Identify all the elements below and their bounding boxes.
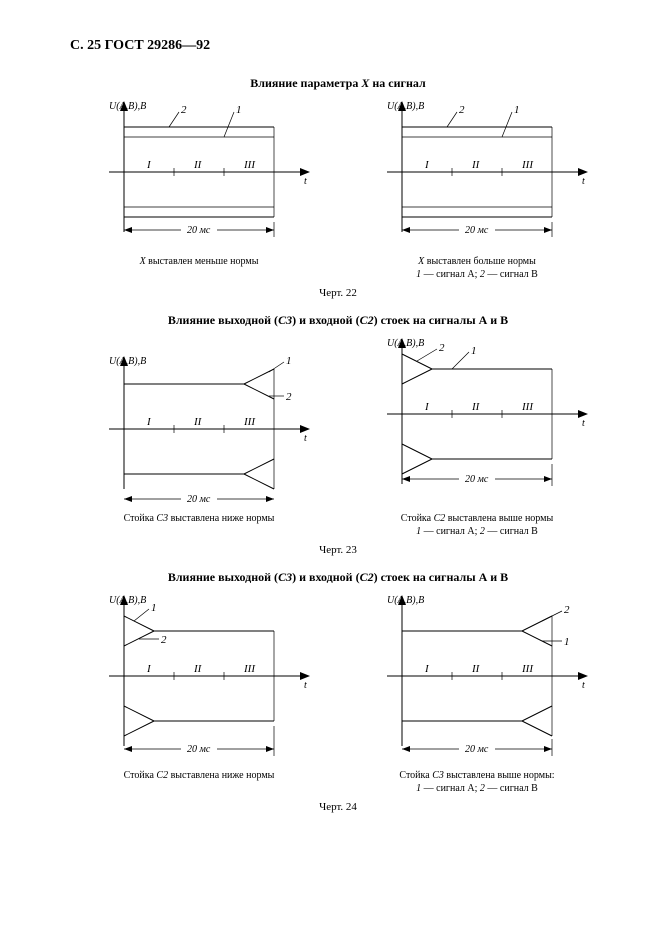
fig24-right-caption: Стойка C3 выставлена выше нормы:1 — сигн… xyxy=(348,770,606,795)
section3-row: U(A,B),В t 1 2 xyxy=(70,591,606,795)
fig22-left-svg: U(A,B),В t 2 1 I xyxy=(79,97,319,252)
marker-2: 2 xyxy=(181,104,187,116)
fig24-left: U(A,B),В t 1 2 xyxy=(70,591,328,795)
region-2: II xyxy=(471,159,481,171)
marker-1: 1 xyxy=(514,104,520,116)
time-label: 20 мс xyxy=(465,225,489,236)
time-label: 20 мс xyxy=(187,225,211,236)
marker-1: 1 xyxy=(236,104,242,116)
fig22-number: Черт. 22 xyxy=(70,287,606,299)
region-3: III xyxy=(521,159,534,171)
fig23-number: Черт. 23 xyxy=(70,544,606,556)
marker-1: 1 xyxy=(471,345,477,357)
region-3: III xyxy=(243,416,256,428)
fig23-left-caption: Стойка C3 выставлена ниже нормы xyxy=(70,513,328,526)
fig24-left-svg: U(A,B),В t 1 2 xyxy=(79,591,319,766)
section3-title: Влияние выходной (С3) и входной (С2) сто… xyxy=(70,570,606,585)
marker-2: 2 xyxy=(459,104,465,116)
x-axis-label: t xyxy=(304,176,307,187)
region-2: II xyxy=(193,159,203,171)
fig22-left-caption: X выставлен меньше нормы xyxy=(70,256,328,269)
time-label: 20 мс xyxy=(465,474,489,485)
fig23-right: U(A,B),В t 2 1 xyxy=(348,334,606,538)
region-1: I xyxy=(146,663,152,675)
region-2: II xyxy=(471,401,481,413)
document-page: С. 25 ГОСТ 29286—92 Влияние параметра X … xyxy=(0,0,661,936)
marker-1: 1 xyxy=(286,355,292,367)
section1-row: U(A,B),В t 2 1 I xyxy=(70,97,606,281)
region-2: II xyxy=(193,416,203,428)
region-1: I xyxy=(424,663,430,675)
x-axis-label: t xyxy=(582,680,585,691)
fig22-right: U(A,B),В t 2 1 I II III xyxy=(348,97,606,281)
fig23-left: U(A,B),В t 1 2 xyxy=(70,334,328,538)
marker-1: 1 xyxy=(564,636,570,648)
region-1: I xyxy=(424,159,430,171)
fig22-right-svg: U(A,B),В t 2 1 I II III xyxy=(357,97,597,252)
time-label: 20 мс xyxy=(465,744,489,755)
time-label: 20 мс xyxy=(187,494,211,505)
fig23-right-svg: U(A,B),В t 2 1 xyxy=(357,334,597,509)
fig22-right-caption: X выставлен больше нормы1 — сигнал А; 2 … xyxy=(348,256,606,281)
x-axis-label: t xyxy=(304,680,307,691)
x-axis-label: t xyxy=(582,418,585,429)
section2-row: U(A,B),В t 1 2 xyxy=(70,334,606,538)
x-axis-label: t xyxy=(304,433,307,444)
marker-2: 2 xyxy=(564,604,570,616)
marker-2: 2 xyxy=(286,391,292,403)
fig24-left-caption: Стойка C2 выставлена ниже нормы xyxy=(70,770,328,783)
fig23-right-caption: Стойка C2 выставлена выше нормы1 — сигна… xyxy=(348,513,606,538)
fig23-left-svg: U(A,B),В t 1 2 xyxy=(79,334,319,509)
section2-title: Влияние выходной (С3) и входной (С2) сто… xyxy=(70,313,606,328)
time-label: 20 мс xyxy=(187,744,211,755)
marker-2: 2 xyxy=(439,342,445,354)
fig24-right-svg: U(A,B),В t 2 1 xyxy=(357,591,597,766)
fig24-number: Черт. 24 xyxy=(70,801,606,813)
region-3: III xyxy=(521,401,534,413)
section1-title: Влияние параметра X на сигнал xyxy=(70,76,606,91)
x-axis-label: t xyxy=(582,176,585,187)
region-3: III xyxy=(521,663,534,675)
marker-2: 2 xyxy=(161,634,167,646)
marker-1: 1 xyxy=(151,602,157,614)
region-3: III xyxy=(243,159,256,171)
region-2: II xyxy=(471,663,481,675)
region-1: I xyxy=(146,159,152,171)
region-1: I xyxy=(146,416,152,428)
region-2: II xyxy=(193,663,203,675)
region-3: III xyxy=(243,663,256,675)
page-header: С. 25 ГОСТ 29286—92 xyxy=(70,38,606,54)
region-1: I xyxy=(424,401,430,413)
fig24-right: U(A,B),В t 2 1 xyxy=(348,591,606,795)
fig22-left: U(A,B),В t 2 1 I xyxy=(70,97,328,281)
